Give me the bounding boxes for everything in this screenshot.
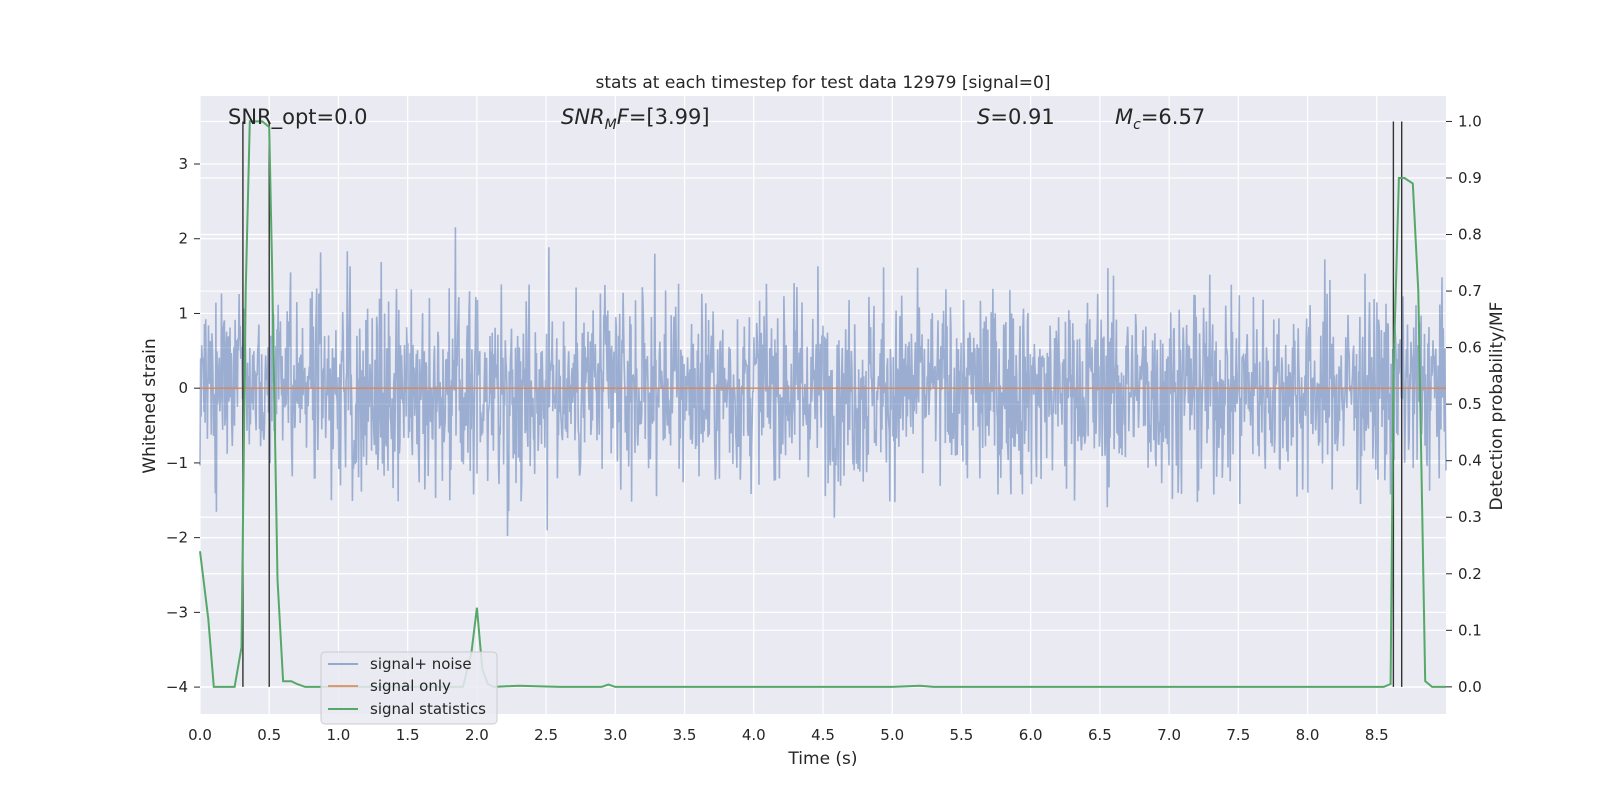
y-right-tick-label: 0.8 (1458, 226, 1482, 244)
y-right-tick-label: 0.7 (1458, 282, 1482, 300)
x-tick-label: 0.5 (257, 726, 281, 744)
y-left-tick-label: −3 (166, 603, 188, 621)
legend-box (320, 651, 498, 725)
annotation-snr-opt: SNR_opt=0.0 (228, 105, 368, 130)
x-tick-label: 3.5 (673, 726, 697, 744)
annotation-snr-mf: SNRMF=[3.99] (561, 105, 710, 133)
chart-title: stats at each timestep for test data 129… (596, 73, 1051, 93)
annotation-mc: Mc=6.57 (1115, 105, 1205, 133)
y-left-tick-label: 3 (178, 155, 188, 173)
y-right-tick-label: 0.4 (1458, 452, 1482, 470)
y-right-tick-label: 0.1 (1458, 621, 1482, 639)
legend-label-signal: signal only (370, 677, 451, 695)
y-left-tick-label: −4 (166, 678, 188, 696)
x-tick-label: 7.0 (1157, 726, 1181, 744)
x-tick-label: 8.0 (1296, 726, 1320, 744)
x-tick-label: 2.5 (534, 726, 558, 744)
annotation-s: S=0.91 (977, 105, 1055, 129)
legend: signal+ noise signal only signal statist… (320, 651, 498, 725)
x-tick-label: 4.5 (811, 726, 835, 744)
x-axis-label: Time (s) (787, 749, 857, 769)
x-tick-label: 5.5 (950, 726, 974, 744)
y-right-tick-label: 0.3 (1458, 508, 1482, 526)
x-tick-label: 1.0 (327, 726, 351, 744)
x-tick-label: 3.0 (603, 726, 627, 744)
y-right-tick-label: 0.6 (1458, 339, 1482, 357)
x-tick-label: 4.0 (742, 726, 766, 744)
x-tick-label: 7.5 (1226, 726, 1250, 744)
y-right-tick-label: 0.0 (1458, 678, 1482, 696)
y-left-tick-label: −2 (166, 529, 188, 547)
x-tick-label: 2.0 (465, 726, 489, 744)
legend-label-noise: signal+ noise (370, 655, 472, 673)
y-left-tick-label: 1 (178, 304, 188, 322)
y-right-tick-label: 0.5 (1458, 395, 1482, 413)
y-right-tick-label: 0.2 (1458, 565, 1482, 583)
x-tick-label: 6.5 (1088, 726, 1112, 744)
y-left-tick-label: 0 (178, 379, 188, 397)
y-left-tick-label: 2 (178, 230, 188, 248)
y-right-tick-labels: 1.0 0.9 0.8 0.7 0.6 0.5 0.4 0.3 0.2 0.1 0.0 (1446, 112, 1482, 696)
y-left-axis-label: Whitened strain (140, 338, 160, 473)
x-tick-label: 0.0 (188, 726, 212, 744)
x-tick-label: 6.0 (1019, 726, 1043, 744)
legend-label-stat: signal statistics (370, 700, 486, 718)
y-left-tick-label: −1 (166, 454, 188, 472)
y-right-axis-label: Detection probability/MF (1487, 302, 1507, 511)
x-tick-labels: 0.0 0.5 1.0 1.5 2.0 2.5 3.0 3.5 4.0 4.5 5.0 5.5 6.0 6… (188, 726, 1389, 744)
y-right-tick-label: 0.9 (1458, 169, 1482, 187)
y-left-tick-labels: 3 2 1 0 −1 −2 −3 −4 (166, 155, 200, 696)
series-signal-noise (199, 227, 1447, 537)
x-tick-label: 8.5 (1365, 726, 1389, 744)
noise-line (199, 227, 1447, 537)
y-right-tick-label: 1.0 (1458, 112, 1482, 130)
x-tick-label: 1.5 (396, 726, 420, 744)
x-tick-label: 5.0 (880, 726, 904, 744)
